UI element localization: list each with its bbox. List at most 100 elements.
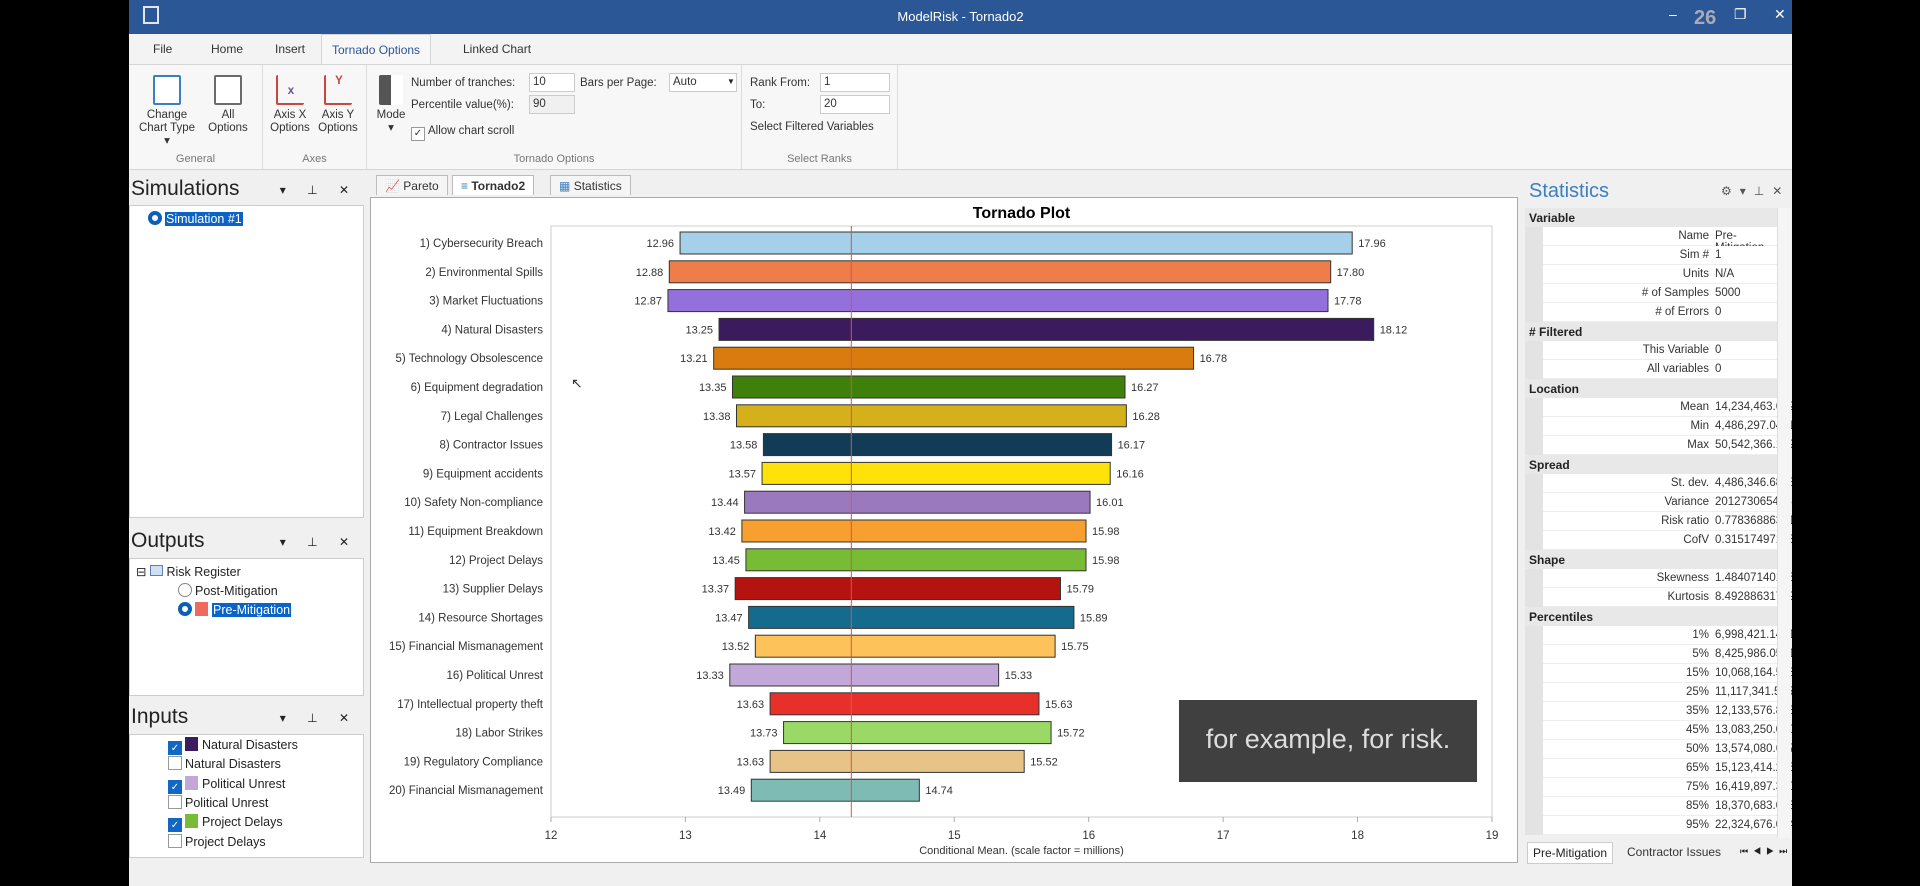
stat-value: 13,574,080.6377131 xyxy=(1715,743,1792,755)
tab-file[interactable]: File xyxy=(153,42,173,56)
low-value-label: 13.57 xyxy=(729,468,757,480)
mouse-cursor-icon: ↖ xyxy=(571,375,583,391)
checkbox[interactable]: ✓ xyxy=(168,779,182,794)
output-item-pre-mitigation[interactable]: Pre-Mitigation xyxy=(178,602,292,617)
risk-register-node[interactable]: ⊟ Risk Register xyxy=(136,565,241,579)
stat-section-header[interactable]: Shape xyxy=(1525,550,1777,569)
tab-home[interactable]: Home xyxy=(211,42,244,56)
input-item[interactable]: ✓ Natural Disasters xyxy=(168,737,298,755)
output-item-post-mitigation[interactable]: Post-Mitigation xyxy=(178,583,278,598)
high-value-label: 15.79 xyxy=(1066,584,1094,596)
stat-value: 11,117,341.5855836 xyxy=(1715,686,1792,698)
input-item[interactable]: ✓ Political Unrest xyxy=(168,775,285,794)
tab-tornado-options[interactable]: Tornado Options xyxy=(321,34,432,65)
category-label: 18) Labor Strikes xyxy=(455,728,543,740)
panel-controls[interactable]: ▾ ⊥ ✕ xyxy=(279,711,358,725)
stat-key: Variance xyxy=(1545,496,1709,508)
stat-section-header[interactable]: Variable xyxy=(1525,208,1777,227)
percentile-input[interactable]: 90 xyxy=(529,95,575,114)
tab-statistics[interactable]: ▦ Statistics xyxy=(550,175,631,195)
minimize-button[interactable]: – xyxy=(1669,6,1677,22)
panel-controls[interactable]: ▾ ⊥ ✕ xyxy=(279,535,358,549)
input-item[interactable]: ✓ Project Delays xyxy=(168,814,283,833)
category-label: 1) Cybersecurity Breach xyxy=(420,238,543,250)
bar xyxy=(783,721,1052,745)
high-value-label: 15.52 xyxy=(1030,756,1058,768)
tab-nav-arrows[interactable]: ⏮◀▶⏭ xyxy=(1740,846,1792,856)
statistics-controls[interactable]: ⚙▾⊥✕ xyxy=(1721,184,1791,198)
bars-per-page-select[interactable]: Auto xyxy=(669,73,737,92)
bottom-tab-pre-mitigation[interactable]: Pre-Mitigation xyxy=(1527,842,1614,864)
tab-tornado2[interactable]: ≡ Tornado2 xyxy=(452,175,535,195)
stat-row: Sim # 1 xyxy=(1525,246,1777,265)
checkbox[interactable] xyxy=(168,756,182,771)
save-icon[interactable] xyxy=(143,6,159,24)
select-filtered-variables-button[interactable]: Select Filtered Variables xyxy=(750,121,874,133)
stat-row: 85% 18,370,683.0338417 xyxy=(1525,797,1792,816)
folder-icon xyxy=(149,565,163,576)
bar xyxy=(729,663,1000,687)
high-value-label: 16.17 xyxy=(1118,440,1146,452)
high-value-label: 17.96 xyxy=(1358,238,1386,250)
stat-value: 20127306549369.4 xyxy=(1715,496,1792,508)
stat-section-header[interactable]: # Filtered xyxy=(1525,322,1777,341)
allow-scroll-checkbox[interactable]: ✓ Allow chart scroll xyxy=(411,125,514,141)
stat-key: # of Samples xyxy=(1545,287,1709,299)
stat-key: Sim # xyxy=(1545,249,1709,261)
category-label: 13) Supplier Delays xyxy=(443,584,544,596)
mode-button[interactable]: Mode ▾ xyxy=(373,75,409,135)
stat-key: 45% xyxy=(1545,724,1709,736)
stat-section-header[interactable]: Percentiles xyxy=(1525,607,1777,626)
low-value-label: 13.58 xyxy=(730,440,758,452)
axis-y-options-button[interactable]: Y Axis Y Options xyxy=(318,75,358,134)
group-general: Change Chart Type ▾ All Options General xyxy=(129,65,263,169)
input-item[interactable]: Natural Disasters xyxy=(168,756,281,771)
stat-value: N/A xyxy=(1715,268,1735,280)
checkbox[interactable] xyxy=(168,794,182,809)
stat-section-header[interactable]: Location xyxy=(1525,379,1777,398)
restore-button[interactable]: ❐ xyxy=(1734,6,1747,22)
category-label: 14) Resource Shortages xyxy=(418,612,543,624)
axis-x-options-button[interactable]: x Axis X Options xyxy=(267,75,313,135)
stat-section-header[interactable]: Spread xyxy=(1525,455,1777,474)
rank-from-input[interactable]: 1 xyxy=(820,73,890,92)
low-value-label: 13.44 xyxy=(711,497,739,509)
low-value-label: 13.47 xyxy=(715,612,743,624)
scrollbar[interactable] xyxy=(1777,208,1791,838)
rank-to-input[interactable]: 20 xyxy=(820,95,890,114)
panel-controls[interactable]: ▾ ⊥ ✕ xyxy=(279,183,358,197)
checkbox[interactable]: ✓ xyxy=(168,741,182,755)
chart-title: Tornado Plot xyxy=(973,205,1071,222)
all-options-button[interactable]: All Options xyxy=(203,75,253,135)
bar xyxy=(769,692,1040,716)
stat-row: Min 4,486,297.0411389 xyxy=(1525,417,1792,436)
tab-insert[interactable]: Insert xyxy=(275,42,306,56)
stat-row: 1% 6,998,421.14315662 xyxy=(1525,626,1792,645)
x-tick-label: 13 xyxy=(679,830,692,842)
input-item[interactable]: Project Delays xyxy=(168,833,266,849)
tab-linked-chart[interactable]: Linked Chart xyxy=(463,42,532,56)
stat-row: # of Samples 5000 xyxy=(1525,284,1777,303)
group-label: Tornado Options xyxy=(513,153,595,165)
stat-key: 85% xyxy=(1545,800,1709,812)
low-value-label: 13.63 xyxy=(737,756,765,768)
close-button[interactable]: ✕ xyxy=(1774,6,1786,22)
simulations-panel: Simulation #1 xyxy=(129,205,364,518)
high-value-label: 16.01 xyxy=(1096,497,1124,509)
tranches-input[interactable]: 10 xyxy=(529,73,575,92)
checkbox[interactable]: ✓ xyxy=(168,818,182,833)
color-swatch xyxy=(195,602,208,616)
simulation-item[interactable]: Simulation #1 xyxy=(148,211,243,226)
bottom-tab-contractor-issues[interactable]: Contractor Issues xyxy=(1627,845,1722,859)
category-label: 5) Technology Obsolescence xyxy=(396,353,543,365)
low-value-label: 13.42 xyxy=(708,526,736,538)
high-value-label: 15.33 xyxy=(1005,670,1033,682)
input-item[interactable]: Political Unrest xyxy=(168,794,268,810)
tab-pareto[interactable]: 📈 Pareto xyxy=(376,175,448,195)
stat-key: 95% xyxy=(1545,819,1709,831)
stat-value: 1 xyxy=(1715,249,1722,261)
radio-icon xyxy=(148,211,162,225)
checkbox[interactable] xyxy=(168,833,182,848)
change-chart-type-button[interactable]: Change Chart Type ▾ xyxy=(135,75,199,148)
stat-key: Units xyxy=(1545,268,1709,280)
